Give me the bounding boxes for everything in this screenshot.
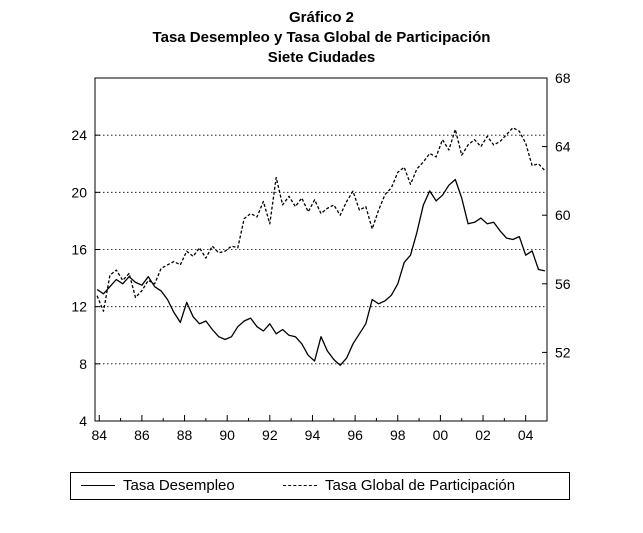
- legend-swatch-solid: [81, 485, 115, 486]
- x-axis-tick-label: 90: [219, 427, 235, 443]
- x-axis-tick-label: 98: [390, 427, 406, 443]
- left-axis-tick-label: 8: [79, 356, 87, 372]
- right-axis-tick-label: 56: [555, 276, 571, 292]
- x-axis-tick-label: 02: [475, 427, 491, 443]
- x-axis-tick-label: 92: [262, 427, 278, 443]
- chart-subtitle-line-1: Tasa Desempleo y Tasa Global de Particip…: [152, 29, 491, 46]
- chart-title: Gráfico 2: [288, 9, 355, 26]
- chart-subtitle-line-2: Siete Ciudades: [267, 49, 376, 66]
- x-axis-tick-label: 04: [518, 427, 534, 443]
- x-axis-tick-label: 84: [91, 427, 107, 443]
- x-axis-tick-label: 96: [347, 427, 363, 443]
- left-axis-tick-label: 16: [71, 242, 87, 258]
- series-lines: [96, 127, 546, 366]
- grid-lines: [95, 134, 547, 365]
- right-axis-tick-label: 52: [555, 344, 571, 360]
- x-axis-tick-label: 88: [177, 427, 193, 443]
- left-axis-tick-label: 12: [71, 299, 87, 315]
- right-axis-tick-label: 60: [555, 207, 571, 223]
- right-axis-tick-label: 68: [555, 70, 571, 86]
- left-axis-tick-label: 24: [71, 127, 87, 143]
- right-axis-tick-label: 64: [555, 139, 571, 155]
- x-axis-tick-label: 94: [305, 427, 321, 443]
- legend-item-unemployment: Tasa Desempleo: [81, 477, 235, 494]
- left-axis-tick-label: 20: [71, 184, 87, 200]
- legend-swatch-dashed: [283, 485, 317, 486]
- chart-title-block: Gráfico 2 Tasa Desempleo y Tasa Global d…: [0, 8, 643, 68]
- legend-label-participation: Tasa Global de Participación: [325, 477, 516, 494]
- legend: Tasa Desempleo Tasa Global de Participac…: [70, 472, 570, 500]
- legend-item-participation: Tasa Global de Participación: [283, 477, 515, 494]
- axes: 4 8 12 16 20 24 52 56 60 64 68 84 86 88 90 92 94 96 98 00 02…: [71, 70, 570, 443]
- series-line-unemployment: [96, 178, 546, 366]
- x-axis-tick-label: 00: [433, 427, 449, 443]
- x-axis-tick-label: 86: [134, 427, 150, 443]
- series-line-participation: [96, 127, 546, 312]
- legend-label-unemployment: Tasa Desempleo: [123, 477, 235, 494]
- left-axis-tick-label: 4: [79, 413, 87, 429]
